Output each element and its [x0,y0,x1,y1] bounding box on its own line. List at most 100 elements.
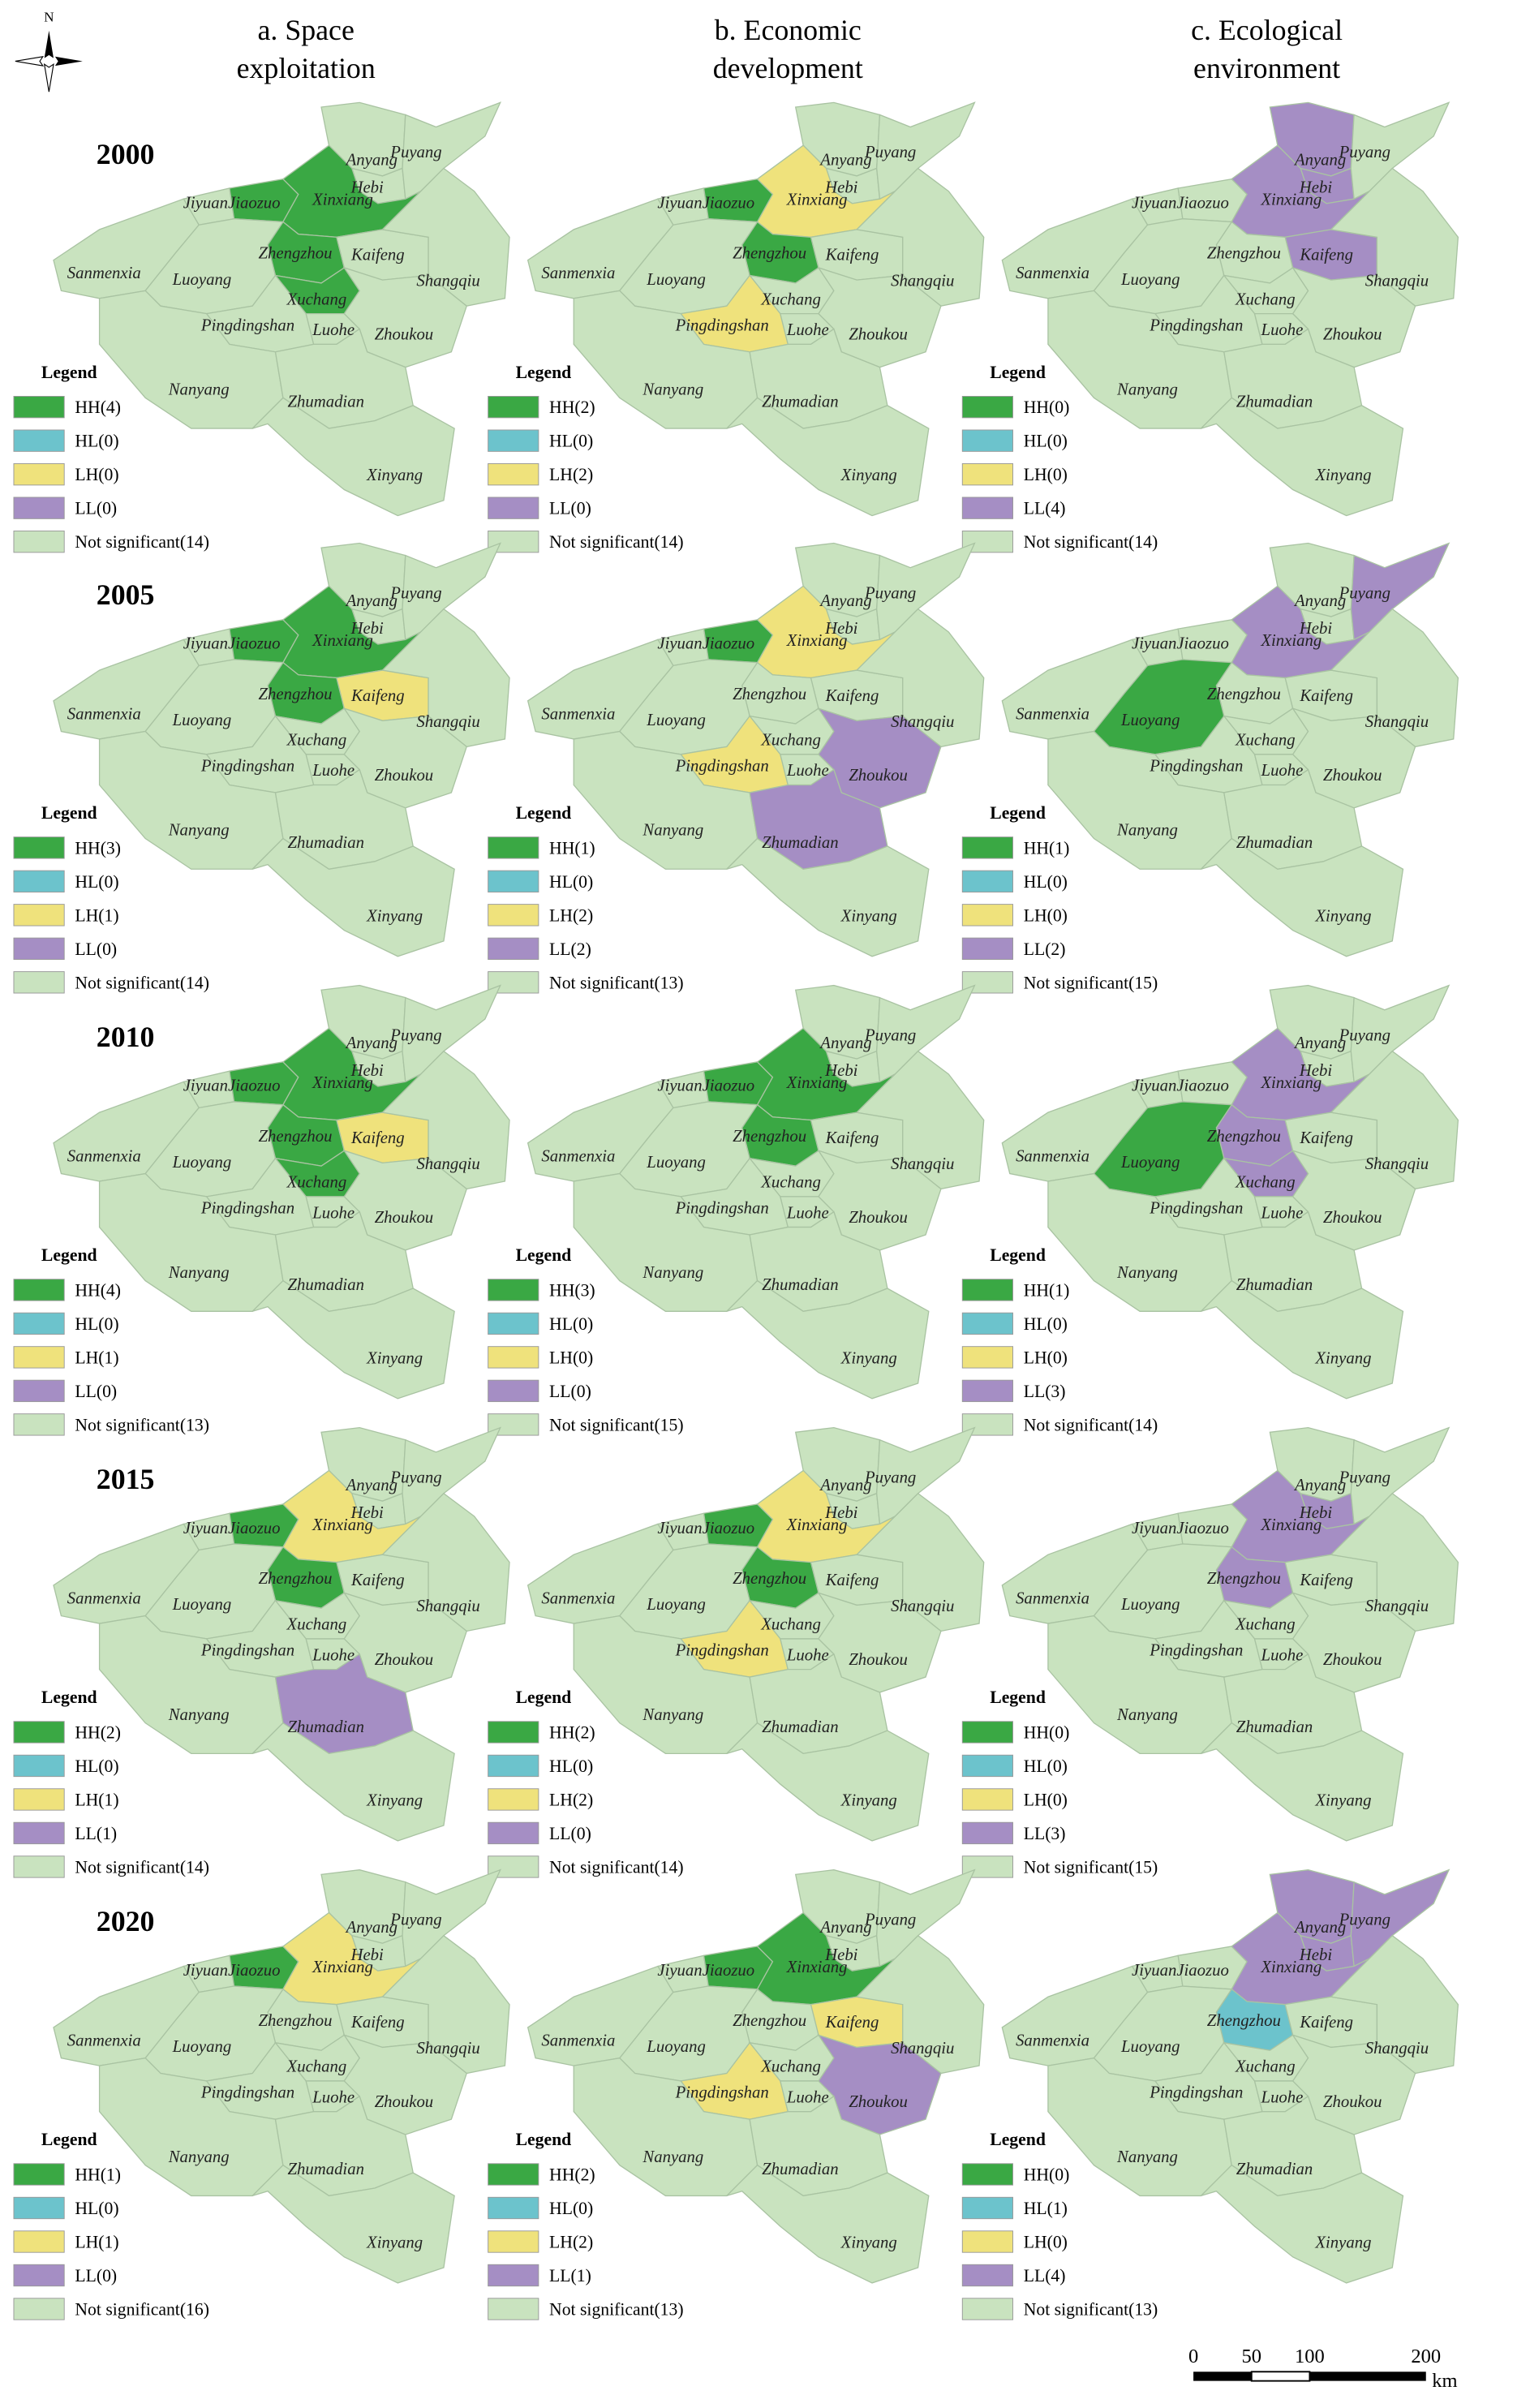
legend-swatch [13,870,65,893]
city-label: Jiyuan [657,1520,702,1537]
city-label: Zhengzhou [1207,686,1281,703]
city-label: Anyang [345,1477,398,1494]
city-label: Pingdingshan [200,316,294,334]
city-label: Jiyuan [657,1962,702,1980]
legend-swatch [13,1721,65,1744]
column-header: environment [1193,52,1340,84]
city-label: Hebi [1299,1504,1333,1522]
legend-swatch [13,462,65,486]
legend-label: LL(0) [75,2266,117,2285]
region [1330,1492,1459,1632]
city-label: Nanyang [168,2148,230,2166]
legend-label: HL(0) [75,2199,118,2218]
city-label: Hebi [1299,620,1333,638]
legend-label: LL(0) [75,1382,117,1401]
map-panel: Anyang Hebi Puyang Jiyuan Jiaozuo Xinxiang Zhe… [1001,984,1459,1400]
city-label: Zhengzhou [258,245,332,263]
city-label: Xuchang [286,1616,347,1634]
city-label: Kaifeng [1299,687,1353,705]
city-label: Xinyang [366,1791,423,1809]
legend-swatch [488,2196,539,2220]
city-label: Zhoukou [849,2093,908,2111]
region [855,608,985,748]
legend-title: Legend [990,1688,1046,1707]
city-label: Puyang [389,584,441,602]
city-label: Jiaozuo [228,1962,281,1980]
city-label: Luoyang [172,712,232,729]
city-label: Jiyuan [183,1962,228,1980]
city-label: Xinxiang [312,191,373,209]
city-label: Zhengzhou [733,245,806,263]
legend-swatch [13,1346,65,1369]
legend-label: LH(1) [75,1348,118,1367]
scale-label: 0 [1188,2346,1198,2367]
city-label: Luohe [1261,762,1304,780]
city-label: Puyang [864,144,916,161]
legend-label: Not significant(14) [75,973,209,992]
legend-swatch [961,836,1014,859]
legend-swatch [961,937,1014,960]
city-label: Puyang [1339,1911,1390,1929]
city-label: Anyang [345,152,398,170]
region [251,837,455,957]
city-label: Pingdingshan [675,758,769,776]
legend-label: LL(4) [1024,2266,1066,2285]
city-label: Shangqiu [416,2040,479,2058]
city-label: Puyang [1339,584,1390,602]
city-label: Nanyang [1116,2148,1178,2166]
city-label: Xuchang [1235,731,1296,749]
map-panel: Anyang Hebi Puyang Jiyuan Jiaozuo Xinxiang Zhe… [53,101,510,517]
map-panel: Anyang Hebi Puyang Jiyuan Jiaozuo Xinxiang Zhe… [1001,1426,1459,1842]
city-label: Shangqiu [1365,2040,1429,2058]
legend-swatch [488,2163,539,2186]
city-label: Jiaozuo [1176,1077,1229,1095]
map-panel: Anyang Hebi Puyang Jiyuan Jiaozuo Xinxiang Zhe… [53,542,510,957]
city-label: Zhengzhou [258,686,332,703]
city-label: Kaifeng [825,687,879,705]
map-panel: Anyang Hebi Puyang Jiyuan Jiaozuo Xinxiang Zhe… [526,1868,985,2284]
legend-label: LH(1) [75,905,118,925]
region [1201,1279,1404,1400]
legend-label: LL(1) [75,1824,117,1843]
legend-label: Not significant(15) [1024,1857,1158,1877]
city-label: Luoyang [646,271,706,289]
city-label: Nanyang [1116,381,1178,399]
city-label: Sanmenxia [1016,2032,1089,2050]
city-label: Sanmenxia [67,705,141,723]
city-label: Xinxiang [786,1959,848,1976]
city-label: Pingdingshan [200,1642,294,1660]
city-label: Sanmenxia [1016,1590,1089,1608]
region [1330,608,1459,748]
legend-label: HL(0) [1024,1314,1068,1334]
city-label: Jiyuan [657,194,702,212]
city-label: Luohe [1261,321,1304,339]
city-label: Kaifeng [350,1572,405,1589]
map-panel: Anyang Hebi Puyang Jiyuan Jiaozuo Xinxiang Zhe… [1001,1868,1459,2284]
city-label: Luoyang [1120,271,1180,289]
city-label: Zhengzhou [1207,1128,1281,1146]
region [726,837,930,957]
city-label: Anyang [345,592,398,610]
city-label: Shangqiu [1365,713,1429,731]
map-panel: Anyang Hebi Puyang Jiyuan Jiaozuo Xinxiang Zhe… [526,542,985,957]
legend-swatch [13,1788,65,1811]
legend-swatch [13,1279,65,1301]
city-label: Xinyang [1314,1349,1371,1367]
legend-label: HL(0) [549,1314,593,1334]
city-label: Kaifeng [825,2014,879,2032]
legend-label: HL(0) [75,1757,118,1776]
city-label: Shangqiu [416,1597,479,1615]
map-panel: Anyang Hebi Puyang Jiyuan Jiaozuo Xinxiang Zhe… [53,1426,510,1842]
legend-label: HL(0) [75,432,118,451]
city-label: Anyang [1293,1919,1346,1937]
legend-label: HL(0) [549,872,593,892]
city-label: Shangqiu [891,713,954,731]
year-label: 2005 [97,578,155,611]
year-label: 2020 [97,1905,155,1937]
region [726,2164,930,2284]
legend-label: Not significant(14) [75,1857,209,1877]
legend-swatch [961,1379,1014,1403]
city-label: Anyang [345,1919,398,1937]
city-label: Nanyang [642,381,703,399]
legend-label: LL(3) [1024,1382,1066,1401]
